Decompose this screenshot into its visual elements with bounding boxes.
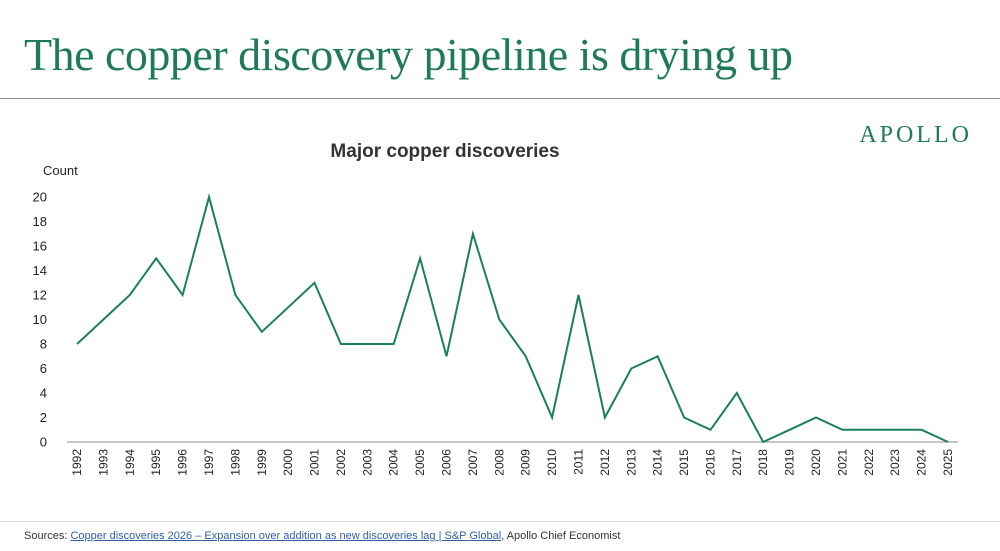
y-tick-label: 20 [33,190,47,205]
y-tick-label: 4 [40,386,47,401]
x-tick-label: 1999 [255,449,269,476]
x-tick-label: 2019 [783,449,797,476]
y-tick-labels: 0 2 4 6 8 10 12 14 16 18 20 [33,190,47,450]
y-tick-label: 18 [33,214,47,229]
x-tick-labels: 1992 1993 1994 1995 1996 1997 1998 1999 2000 2001… [70,449,955,476]
x-tick-label: 2017 [730,449,744,476]
x-tick-label: 1994 [123,449,137,476]
x-tick-label: 2006 [440,449,454,476]
x-tick-label: 1992 [70,449,84,476]
series-line-discoveries [76,193,949,444]
y-axis-label: Count [43,163,78,178]
x-tick-label: 1995 [149,449,163,476]
x-tick-label: 2011 [571,449,585,475]
x-tick-label: 2016 [703,449,717,476]
x-tick-label: 2008 [492,449,506,476]
footer-divider [0,521,1000,522]
sources-link[interactable]: Copper discoveries 2026 – Expansion over… [70,530,502,542]
x-tick-label: 2024 [915,449,929,476]
x-tick-label: 2015 [677,449,691,476]
x-tick-label: 1996 [176,449,190,476]
y-tick-label: 6 [40,361,47,376]
y-tick-label: 16 [33,239,47,254]
line-chart: Major copper discoveries Count 0 2 4 6 8 10 12… [33,141,958,476]
x-tick-label: 2021 [835,449,849,476]
x-tick-label: 2012 [598,449,612,476]
x-tick-label: 2003 [360,449,374,476]
y-tick-label: 8 [40,337,47,352]
y-tick-label: 14 [33,263,47,278]
x-tick-label: 2002 [334,449,348,476]
header-divider [0,98,1000,99]
x-tick-label: 1998 [228,449,242,476]
chart-title: Major copper discoveries [330,141,559,162]
x-tick-label: 2014 [651,449,665,476]
x-tick-label: 2025 [941,449,955,476]
x-tick-label: 2013 [624,449,638,476]
y-tick-label: 10 [33,312,47,327]
x-tick-label: 2001 [308,449,322,476]
x-tick-label: 2022 [862,449,876,476]
x-tick-label: 2000 [281,449,295,476]
y-tick-label: 2 [40,410,47,425]
x-tick-label: 2005 [413,449,427,476]
sources-prefix: Sources: [24,530,71,542]
x-tick-label: 1997 [202,449,216,476]
x-tick-label: 2009 [519,449,533,476]
sources-suffix: , Apollo Chief Economist [501,530,621,542]
y-tick-label: 12 [33,288,47,303]
x-tick-label: 2004 [387,449,401,476]
x-tick-label: 2023 [888,449,902,476]
x-tick-label: 2010 [545,449,559,476]
x-tick-label: 2020 [809,449,823,476]
apollo-logo: APOLLO [859,122,972,148]
page-title: The copper discovery pipeline is drying … [24,29,793,80]
x-tick-label: 1993 [96,449,110,476]
sources-footer: Sources: Copper discoveries 2026 – Expan… [24,530,620,542]
x-tick-label: 2007 [466,449,480,476]
x-tick-label: 2018 [756,449,770,476]
y-tick-label: 0 [40,435,47,450]
